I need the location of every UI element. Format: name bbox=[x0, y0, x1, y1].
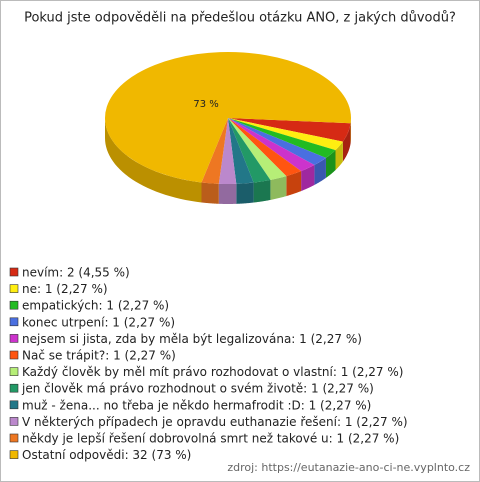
slice bbox=[228, 118, 271, 183]
chart-title: Pokud jste odpověděli na předešlou otázk… bbox=[24, 11, 456, 26]
legend-swatch bbox=[9, 267, 19, 277]
slice-side bbox=[286, 171, 302, 197]
slice bbox=[228, 118, 302, 177]
slice-side bbox=[301, 164, 315, 192]
legend-swatch bbox=[9, 367, 19, 376]
slice bbox=[228, 118, 336, 158]
slice-side bbox=[236, 182, 254, 204]
source: zdroj: https://eutanazie-ano-ci-ne.vypln… bbox=[227, 461, 470, 474]
legend-swatch bbox=[9, 450, 19, 459]
slice bbox=[228, 118, 287, 180]
legend-swatch bbox=[9, 334, 19, 343]
slice-side bbox=[270, 176, 287, 200]
slice bbox=[228, 118, 326, 165]
slice bbox=[228, 118, 315, 172]
legend-label: nejsem si jista, zda by měla být legaliz… bbox=[22, 332, 362, 346]
slice-side bbox=[218, 183, 237, 204]
slice-side bbox=[325, 150, 336, 178]
slice-side bbox=[335, 141, 343, 171]
legend-label: V některých případech je opravdu euthana… bbox=[22, 415, 408, 429]
slice bbox=[228, 118, 351, 142]
legend-label: ne: 1 (2,27 %) bbox=[22, 282, 108, 296]
legend-label: někdy je lepší řešení dobrovolná smrt ne… bbox=[22, 432, 399, 446]
slice-side bbox=[253, 179, 271, 203]
slice bbox=[104, 51, 351, 183]
legend-swatch bbox=[9, 400, 19, 410]
legend-swatch bbox=[9, 433, 19, 443]
slice bbox=[218, 118, 237, 184]
slice-side bbox=[105, 118, 202, 203]
legend-label: Každý člověk by měl mít právo rozhodovat… bbox=[22, 365, 403, 379]
slice-side bbox=[201, 182, 219, 204]
legend-swatch bbox=[9, 284, 19, 293]
data-label: 73 % bbox=[193, 99, 218, 110]
slice-side bbox=[342, 123, 351, 162]
legend-label: nevím: 2 (4,55 %) bbox=[22, 266, 130, 280]
legend-label: empatických: 1 (2,27 %) bbox=[22, 299, 169, 313]
slice bbox=[228, 118, 343, 151]
slice bbox=[228, 118, 254, 184]
legend-label: jen člověk má právo rozhodnout o svém ži… bbox=[21, 382, 374, 396]
legend-swatch bbox=[9, 350, 19, 360]
legend-swatch bbox=[9, 317, 19, 327]
legend-label: muž - žena... no třeba je někdo hermafro… bbox=[22, 398, 371, 412]
slice bbox=[201, 118, 228, 184]
legend-swatch bbox=[9, 300, 19, 310]
legend-swatch bbox=[9, 417, 19, 426]
legend-label: Ostatní odpovědi: 32 (73 %) bbox=[22, 448, 191, 462]
slice-side bbox=[314, 157, 326, 185]
legend-swatch bbox=[9, 383, 19, 393]
legend-label: konec utrpení: 1 (2,27 %) bbox=[22, 315, 175, 329]
legend-label: Nač se trápit?: 1 (2,27 %) bbox=[22, 349, 176, 363]
